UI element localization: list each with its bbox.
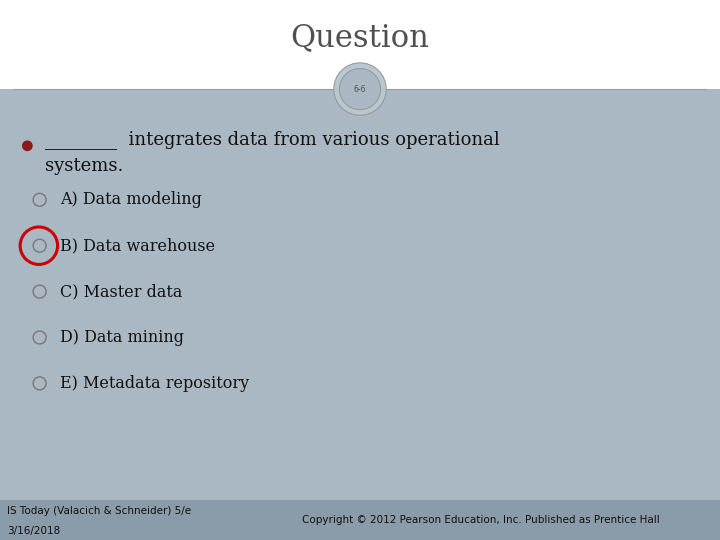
- FancyBboxPatch shape: [0, 0, 720, 89]
- Text: E) Metadata repository: E) Metadata repository: [60, 375, 249, 392]
- Text: D) Data mining: D) Data mining: [60, 329, 184, 346]
- Ellipse shape: [339, 69, 381, 110]
- Text: A) Data modeling: A) Data modeling: [60, 191, 202, 208]
- FancyBboxPatch shape: [0, 500, 720, 540]
- Text: IS Today (Valacich & Schneider) 5/e: IS Today (Valacich & Schneider) 5/e: [7, 506, 192, 516]
- Text: C) Master data: C) Master data: [60, 283, 182, 300]
- Text: Question: Question: [291, 22, 429, 53]
- Text: 3/16/2018: 3/16/2018: [7, 526, 60, 536]
- Text: ________  integrates data from various operational: ________ integrates data from various op…: [45, 130, 500, 149]
- Text: systems.: systems.: [45, 157, 124, 176]
- Ellipse shape: [23, 141, 32, 151]
- Ellipse shape: [334, 63, 386, 116]
- Text: B) Data warehouse: B) Data warehouse: [60, 237, 215, 254]
- Text: 6-6: 6-6: [354, 85, 366, 93]
- Text: Copyright © 2012 Pearson Education, Inc. Published as Prentice Hall: Copyright © 2012 Pearson Education, Inc.…: [302, 515, 660, 525]
